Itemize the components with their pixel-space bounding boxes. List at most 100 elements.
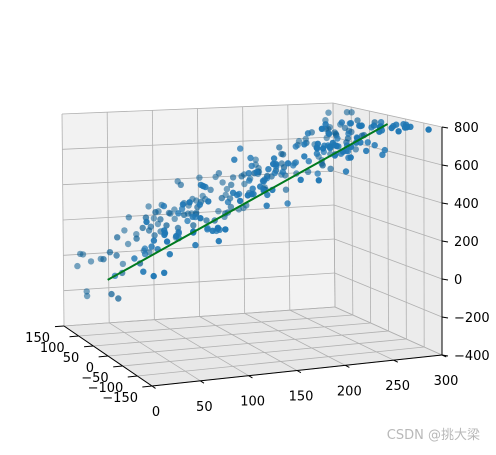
- scatter-point: [184, 218, 190, 224]
- scatter-point: [339, 119, 345, 125]
- scatter-point: [164, 238, 170, 244]
- scatter-point: [108, 291, 114, 297]
- scatter-point: [161, 270, 167, 276]
- scatter-point: [172, 216, 178, 222]
- scatter-point: [327, 144, 333, 150]
- x-tick: [249, 376, 253, 378]
- scatter-point: [178, 182, 184, 188]
- scatter-point: [298, 177, 304, 183]
- scatter-point: [133, 235, 139, 241]
- scatter-point: [84, 293, 90, 299]
- y-tick: [84, 346, 93, 347]
- scatter-point: [319, 126, 325, 132]
- scatter-point: [276, 144, 282, 150]
- scatter-point: [151, 215, 157, 221]
- scatter-point: [131, 255, 137, 261]
- scatter-point: [190, 222, 196, 228]
- scatter-point: [357, 123, 363, 129]
- scatter-point: [142, 245, 148, 251]
- scatter-point: [320, 162, 326, 168]
- scatter-point: [348, 120, 354, 126]
- z-tick-label: 600: [454, 159, 479, 174]
- scatter-point: [348, 109, 354, 115]
- scatter-point: [285, 160, 291, 166]
- scatter-point: [120, 261, 126, 267]
- scatter-point: [143, 219, 149, 225]
- scatter-point: [140, 225, 146, 231]
- y-tick: [128, 376, 138, 377]
- scatter-point: [152, 209, 158, 215]
- x-tick: [152, 386, 156, 388]
- scatter-point: [148, 243, 154, 249]
- scatter-point: [342, 125, 348, 131]
- z-tick: [442, 279, 448, 280]
- scatter-point: [402, 124, 408, 130]
- scatter-point: [284, 200, 290, 206]
- x-tick: [297, 371, 301, 373]
- z-tick-label: 400: [454, 197, 479, 212]
- scatter-point: [395, 128, 401, 134]
- scatter-point: [264, 203, 270, 209]
- scatter-point: [230, 174, 236, 180]
- z-tick-label: 0: [454, 273, 462, 288]
- scatter-point: [246, 177, 252, 183]
- scatter-point: [280, 169, 286, 175]
- scatter-point: [148, 224, 154, 230]
- scatter-point: [115, 295, 121, 301]
- scatter-point: [175, 210, 181, 216]
- scatter-point: [121, 227, 127, 233]
- scatter-point: [107, 249, 113, 255]
- y-tick: [113, 366, 122, 367]
- x-tick: [200, 381, 204, 383]
- scatter-point: [162, 230, 168, 236]
- scatter-point: [228, 182, 234, 188]
- x-tick: [394, 360, 398, 362]
- scatter-point: [306, 158, 312, 164]
- scatter-point: [216, 170, 222, 176]
- scatter-point: [222, 226, 228, 232]
- scatter-point: [425, 126, 431, 132]
- scatter-point: [161, 203, 167, 209]
- scatter-point: [186, 199, 192, 205]
- x-tick-label: 50: [196, 400, 213, 415]
- y-tick-label: 50: [63, 351, 80, 366]
- y-tick: [142, 386, 152, 387]
- scatter-point: [283, 187, 289, 193]
- scatter-point: [371, 122, 377, 128]
- scatter-point: [260, 178, 266, 184]
- scatter-point: [77, 251, 83, 257]
- z-tick-label: −200: [454, 311, 490, 326]
- y-tick: [70, 336, 79, 337]
- z-tick: [442, 165, 448, 166]
- watermark: CSDN @挑大梁: [387, 424, 480, 443]
- z-tick: [442, 127, 448, 128]
- scatter-point: [142, 251, 148, 257]
- scatter-point: [315, 170, 321, 176]
- x-tick-label: 100: [240, 395, 265, 410]
- z-tick-label: −400: [454, 349, 490, 364]
- scatter-point: [197, 202, 203, 208]
- x-tick-label: 150: [289, 390, 314, 405]
- scatter-point: [280, 151, 286, 157]
- scatter-point: [388, 125, 394, 131]
- scatter-point: [245, 192, 251, 198]
- scatter-point: [140, 269, 146, 275]
- scatter-point: [200, 183, 206, 189]
- scatter-point: [114, 234, 120, 240]
- scatter-point: [372, 142, 378, 148]
- scatter-point: [100, 256, 106, 262]
- scatter-point: [180, 201, 186, 207]
- scatter-point: [363, 148, 369, 154]
- scatter-point: [271, 155, 277, 161]
- scatter-point: [327, 166, 333, 172]
- x-tick-label: 250: [385, 379, 410, 394]
- scatter-point: [74, 263, 80, 269]
- scatter-point: [219, 195, 225, 201]
- scatter-point: [200, 193, 206, 199]
- y-tick: [55, 326, 64, 327]
- scatter-point: [230, 190, 236, 196]
- scatter-point: [325, 110, 331, 116]
- scatter-point: [219, 179, 225, 185]
- scatter-point: [190, 214, 196, 220]
